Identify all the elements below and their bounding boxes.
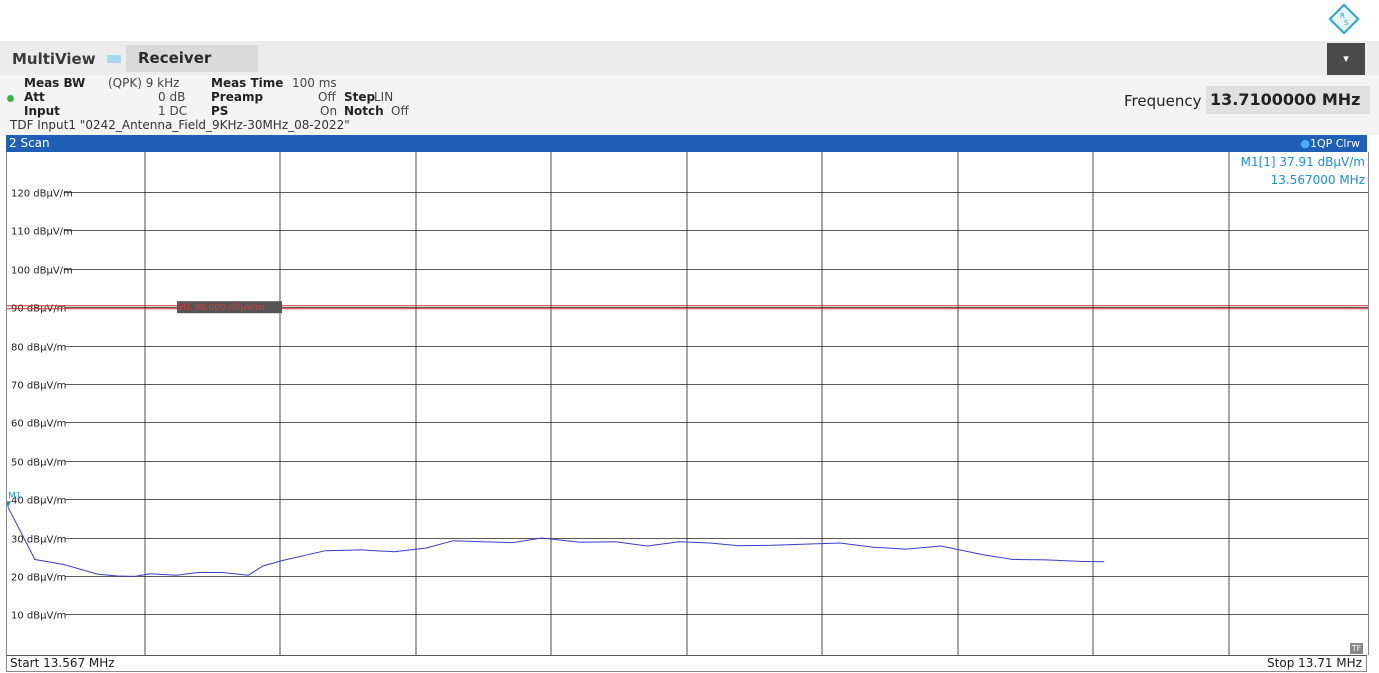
marker-readout-frequency: 13.567000 MHz bbox=[1270, 173, 1365, 187]
frequency-field[interactable]: 13.7100000 MHz bbox=[1206, 86, 1370, 114]
menu-button[interactable]: ▾ bbox=[1327, 43, 1365, 75]
tick-label-bg bbox=[7, 223, 65, 237]
ps-value: On bbox=[320, 104, 338, 118]
y-tick-label: 20 dBµV/m bbox=[11, 573, 66, 584]
y-tick-label: 110 dBµV/m bbox=[11, 227, 73, 238]
y-tick-label: 50 dBµV/m bbox=[11, 458, 66, 469]
tick-label-bg bbox=[7, 531, 65, 545]
tick-label-bg bbox=[7, 607, 65, 621]
tab-multiview[interactable]: MultiView bbox=[12, 50, 96, 68]
step-label: Step bbox=[344, 90, 376, 104]
y-tick-label: 30 dBµV/m bbox=[11, 535, 66, 546]
att-value: 0 dB bbox=[158, 90, 186, 104]
notch-label: Notch bbox=[344, 104, 384, 118]
marker-readout-level: M1[1] 37.91 dBµV/m bbox=[1240, 155, 1365, 169]
meas-time-value: 100 ms bbox=[292, 76, 337, 90]
tdf-info: TDF Input1 "0242_Antenna_Field_9KHz-30MH… bbox=[10, 118, 350, 132]
input-value: 1 DC bbox=[158, 104, 188, 118]
notch-value: Off bbox=[391, 104, 409, 118]
preamp-value: Off bbox=[318, 90, 336, 104]
tab-indicator bbox=[107, 55, 121, 63]
trace-1-line bbox=[7, 507, 1105, 577]
y-tick-label: 100 dBµV/m bbox=[11, 266, 73, 277]
tf-badge: TF bbox=[1350, 643, 1363, 654]
tab-receiver[interactable]: Receiver bbox=[126, 45, 258, 72]
y-tick-label: 60 dBµV/m bbox=[11, 419, 66, 430]
y-tick-label: 70 dBµV/m bbox=[11, 381, 66, 392]
trace-label-text: 1QP Clrw bbox=[1309, 137, 1360, 150]
att-label: Att bbox=[24, 90, 45, 104]
tick-label-bg bbox=[7, 415, 65, 429]
stop-frequency: Stop 13.71 MHz bbox=[1267, 656, 1362, 670]
svg-text:R: R bbox=[1340, 12, 1345, 20]
rohde-schwarz-logo: R S bbox=[1328, 3, 1360, 35]
y-tick-label: 80 dBµV/m bbox=[11, 343, 66, 354]
marker-m1-icon[interactable] bbox=[7, 501, 11, 508]
tick-label-bg bbox=[7, 492, 65, 506]
tick-label-bg bbox=[7, 262, 65, 276]
preamp-label: Preamp bbox=[211, 90, 264, 104]
tick-label-bg bbox=[7, 569, 65, 583]
start-frequency: Start 13.567 MHz bbox=[10, 656, 115, 670]
tick-label-bg bbox=[7, 339, 65, 353]
frequency-range-bar: Start 13.567 MHz Stop 13.71 MHz bbox=[6, 655, 1367, 672]
y-tick-label: 120 dBµV/m bbox=[11, 189, 73, 200]
meas-bw-label: Meas BW bbox=[24, 76, 86, 90]
tick-label-bg bbox=[7, 377, 65, 391]
tab-receiver-label: Receiver bbox=[138, 49, 212, 67]
scan-chart: 10 dBµV/m 20 dBµV/m 30 dBµV/m 40 dBµV/m 50 d… bbox=[7, 152, 1368, 655]
tick-label-bg bbox=[7, 454, 65, 468]
limit-label-bg bbox=[177, 301, 282, 314]
tick-label-bg bbox=[7, 300, 65, 314]
chevron-down-icon: ▾ bbox=[1343, 52, 1349, 65]
tick-label-bg bbox=[7, 185, 65, 199]
input-label: Input bbox=[24, 104, 60, 118]
meas-time-label: Meas Time bbox=[211, 76, 284, 90]
scan-plot[interactable]: 10 dBµV/m 20 dBµV/m 30 dBµV/m 40 dBµV/m 50 d… bbox=[6, 152, 1369, 655]
step-value: LIN bbox=[374, 90, 394, 104]
trace-indicator-icon: ● bbox=[1300, 137, 1310, 150]
frequency-value: 13.7100000 MHz bbox=[1210, 90, 1361, 109]
svg-text:S: S bbox=[1344, 19, 1349, 27]
limit-label: H1 90.000 dBµV/m bbox=[179, 303, 264, 313]
status-dot-icon bbox=[7, 95, 14, 102]
trace-label: ●1QP Clrw bbox=[1300, 137, 1360, 150]
y-tick-label: 40 dBµV/m bbox=[11, 496, 66, 507]
scan-header: 2 Scan ●1QP Clrw bbox=[6, 135, 1367, 152]
scan-title: 2 Scan bbox=[9, 136, 50, 150]
settings-panel: Meas BW (QPK) 9 kHz Meas Time 100 ms Att… bbox=[0, 75, 1379, 135]
marker-m1-label: M1 bbox=[8, 491, 22, 501]
ps-label: PS bbox=[211, 104, 229, 118]
meas-bw-value: (QPK) 9 kHz bbox=[108, 76, 180, 90]
frequency-label: Frequency bbox=[1124, 92, 1202, 110]
y-tick-label: 10 dBµV/m bbox=[11, 611, 66, 622]
